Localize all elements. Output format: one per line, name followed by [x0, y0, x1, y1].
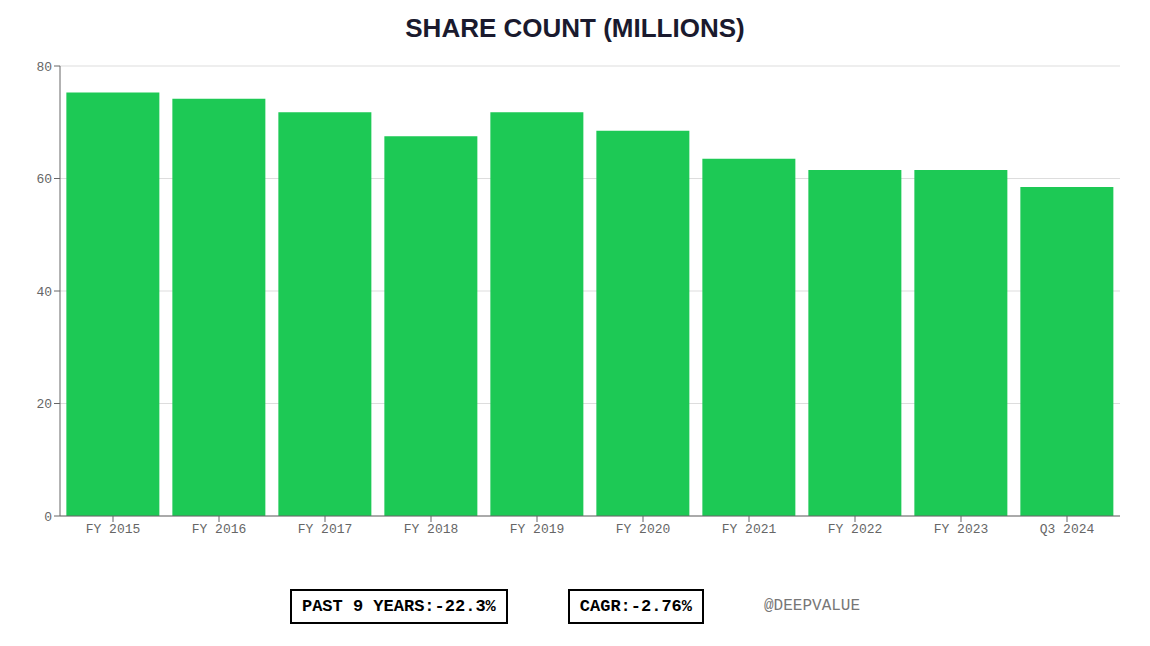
svg-text:0: 0 [44, 510, 52, 525]
svg-text:FY 2022: FY 2022 [828, 522, 883, 537]
svg-text:FY 2021: FY 2021 [722, 522, 777, 537]
svg-text:FY 2015: FY 2015 [86, 522, 141, 537]
svg-text:80: 80 [36, 60, 52, 75]
html-text:CAGR:-2.76%: CAGR:-2.76% [579, 596, 692, 616]
svg-text:FY 2019: FY 2019 [510, 522, 565, 537]
svg-text:FY 2017: FY 2017 [298, 522, 353, 537]
svg-text:Q3 2024: Q3 2024 [1040, 522, 1095, 537]
svg-text:FY 2018: FY 2018 [404, 522, 459, 537]
html-text:SHARE COUNT (MILLIONS): SHARE COUNT (MILLIONS) [405, 12, 745, 43]
html-text:PAST 9 YEARS:-22.3%: PAST 9 YEARS:-22.3% [302, 596, 496, 616]
svg-text:FY 2020: FY 2020 [616, 522, 671, 537]
svg-text:FY 2016: FY 2016 [192, 522, 247, 537]
html-text:@DEEPVALUE: @DEEPVALUE [764, 597, 860, 615]
svg-text:20: 20 [36, 397, 52, 412]
svg-text:40: 40 [36, 285, 52, 300]
svg-text:FY 2023: FY 2023 [934, 522, 989, 537]
svg-text:60: 60 [36, 172, 52, 187]
